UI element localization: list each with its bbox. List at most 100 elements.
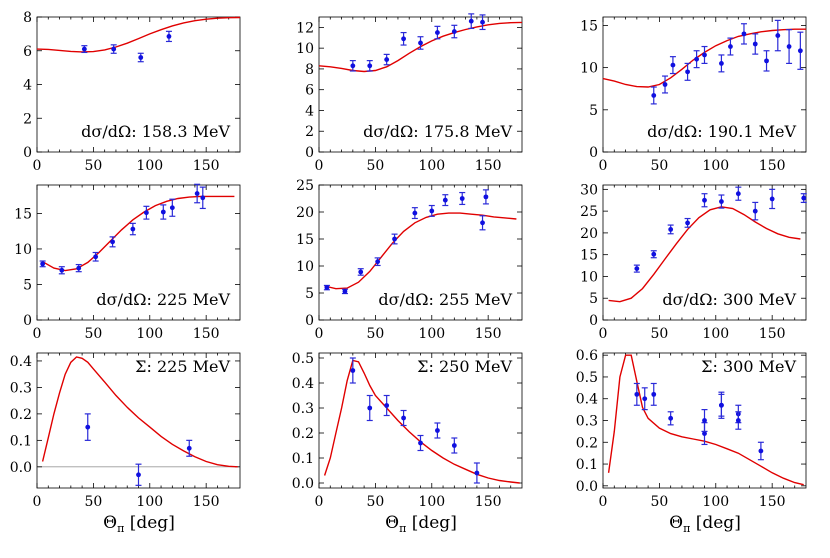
- data-point: [367, 405, 373, 411]
- y-tick-label: 6: [305, 83, 314, 99]
- data-point: [719, 402, 724, 408]
- panel-8: 0 50 100 150 0.0 0.1 0.2 0.3 0.4 0.5 Σ: 250 MeV: [292, 351, 523, 510]
- theory-curve: [36, 16, 241, 53]
- y-tick-label: 10: [580, 61, 598, 77]
- x-tick-label: 50: [366, 326, 384, 342]
- y-tick-label: 0.2: [292, 426, 314, 442]
- y-tick-label: 0.1: [576, 457, 598, 473]
- y-tick-label: 0: [305, 145, 314, 161]
- data-point: [801, 195, 807, 201]
- panel-4: 0 50 100 150 0 5 10 15 dσ/dΩ: 225 MeV: [14, 183, 241, 342]
- x-tick-label: 100: [418, 326, 445, 342]
- y-tick-label: 0.3: [292, 401, 314, 417]
- x-tick-label: 100: [702, 158, 729, 174]
- y-tick-label: 25: [296, 178, 314, 194]
- data-point: [480, 19, 485, 25]
- data-point: [702, 197, 707, 203]
- data-point: [350, 63, 356, 69]
- data-point: [451, 29, 457, 34]
- theory-curve: [42, 195, 235, 272]
- y-tick-label: 0.2: [576, 435, 598, 451]
- y-tick-label: 20: [296, 205, 314, 221]
- y-tick-label: 0.0: [10, 460, 32, 476]
- data-point: [668, 415, 674, 421]
- data-point: [384, 403, 390, 408]
- y-tick-label: 0: [589, 313, 598, 329]
- data-point: [384, 57, 390, 62]
- x-tick-label: 0: [315, 494, 324, 510]
- data-point: [662, 82, 668, 87]
- data-point: [160, 209, 166, 215]
- data-point: [143, 210, 149, 216]
- theory-curve: [608, 206, 801, 303]
- x-tick-label: 0: [315, 158, 324, 174]
- y-tick-label: 0.0: [576, 479, 598, 495]
- y-tick-label: 15: [14, 206, 32, 222]
- x-tick-label: 100: [702, 494, 729, 510]
- y-tick-label: 0.1: [292, 451, 314, 467]
- y-tick-label: 25: [580, 204, 598, 220]
- y-tick-label: 10: [580, 269, 598, 285]
- x-tick-label: 150: [759, 326, 786, 342]
- y-tick-label: 30: [580, 182, 598, 198]
- data-point: [138, 55, 144, 60]
- x-axis-label: Θπ [deg]: [385, 513, 457, 535]
- x-tick-label: 50: [366, 494, 384, 510]
- data-point: [412, 210, 418, 216]
- y-tick-label: 0.1: [10, 433, 32, 449]
- data-point: [483, 194, 489, 200]
- x-tick-label: 50: [84, 158, 102, 174]
- x-tick-label: 0: [599, 326, 608, 342]
- y-tick-label: 0: [305, 313, 314, 329]
- data-point: [769, 196, 775, 202]
- y-tick-label: 8: [23, 10, 32, 26]
- y-tick-label: 0.5: [576, 370, 598, 386]
- x-tick-label: 0: [599, 494, 608, 510]
- data-point: [93, 254, 99, 260]
- data-point: [719, 199, 724, 204]
- x-tick-label: 150: [193, 158, 220, 174]
- x-tick-label: 0: [33, 494, 42, 510]
- data-point: [451, 443, 457, 448]
- y-tick-label: 8: [305, 62, 314, 78]
- y-tick-label: 6: [23, 44, 32, 60]
- data-point: [758, 448, 764, 454]
- panel-3: 0 50 100 150 0 5 10 15 dσ/dΩ: 190.1 MeV: [580, 16, 807, 174]
- data-point: [786, 44, 792, 49]
- y-tick-label: 20: [580, 226, 598, 242]
- x-tick-label: 0: [33, 326, 42, 342]
- y-tick-label: 15: [296, 232, 314, 248]
- data-point: [685, 69, 690, 75]
- y-tick-label: 5: [23, 277, 32, 293]
- x-tick-label: 100: [136, 158, 163, 174]
- data-point: [130, 226, 136, 232]
- data-point: [668, 227, 674, 232]
- panel-label: dσ/dΩ: 175.8 MeV: [363, 122, 512, 141]
- x-tick-label: 150: [193, 326, 220, 342]
- theory-curve: [41, 356, 238, 468]
- y-tick-label: 0.4: [292, 376, 314, 392]
- panel-9: 0 50 100 150 0.0 0.1 0.2 0.3 0.4 0.5 0.6 Σ: 300 MeV: [576, 348, 807, 510]
- data-point: [194, 191, 200, 196]
- data-point: [651, 93, 657, 98]
- y-tick-label: 0: [23, 145, 32, 161]
- data-point: [375, 259, 381, 265]
- data-point: [350, 368, 356, 373]
- x-tick-label: 0: [599, 158, 608, 174]
- data-point: [85, 424, 91, 430]
- data-point: [76, 265, 82, 271]
- data-point: [342, 288, 348, 294]
- data-point: [136, 472, 141, 478]
- data-point: [59, 267, 65, 273]
- y-tick-label: 0.4: [10, 354, 32, 370]
- x-tick-label: 0: [315, 326, 324, 342]
- data-point: [435, 30, 440, 35]
- x-tick-label: 150: [759, 158, 786, 174]
- data-point: [166, 34, 172, 39]
- panel-label: dσ/dΩ: 300 MeV: [662, 290, 796, 309]
- y-tick-label: 10: [296, 259, 314, 275]
- data-point: [442, 197, 448, 203]
- y-tick-label: 4: [23, 78, 32, 94]
- x-tick-label: 150: [193, 494, 220, 510]
- panel-label: dσ/dΩ: 158.3 MeV: [81, 122, 230, 141]
